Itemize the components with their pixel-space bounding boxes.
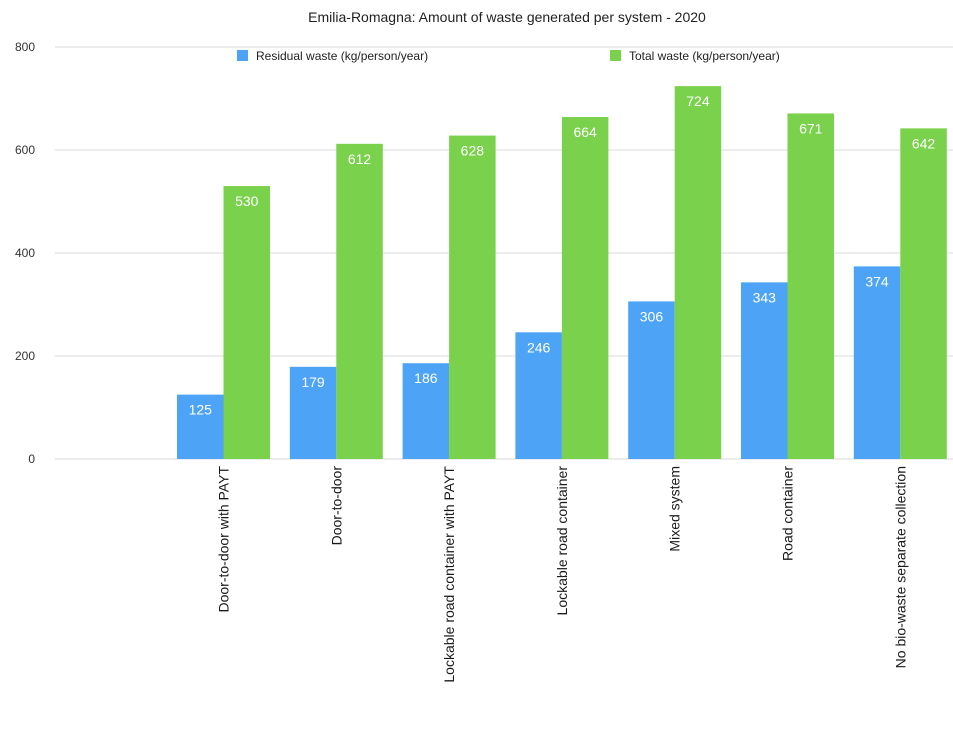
bar-value-label: 179 (301, 374, 325, 390)
bar-residual-waste (289, 366, 337, 459)
legend-swatch (610, 50, 621, 61)
bar-value-label: 671 (799, 120, 823, 136)
bars: 125 530 179 612 186 628 246 664 306 724 343 671 374 6… (177, 86, 947, 460)
bar-total-waste (787, 113, 834, 459)
bar-value-label: 530 (235, 193, 259, 209)
y-tick-label: 0 (28, 452, 35, 466)
bar-residual-waste (515, 332, 562, 459)
bar-value-label: 246 (527, 339, 551, 355)
bar-value-label: 125 (189, 402, 213, 418)
bar-residual-waste (741, 282, 788, 459)
bar-value-label: 664 (573, 124, 597, 140)
bar-total-waste (223, 186, 270, 460)
y-tick-label: 400 (15, 246, 35, 260)
bar-total-waste (674, 86, 722, 459)
bar-value-label: 343 (753, 289, 777, 305)
bar-total-waste (561, 117, 609, 459)
category-label: No bio-waste separate collection (892, 466, 908, 668)
legend-item: Total waste (kg/person/year) (610, 49, 780, 63)
category-label: Mixed system (667, 466, 683, 552)
y-axis-ticks: 0 200 400 600 800 (15, 40, 35, 466)
bar-residual-waste (402, 363, 450, 459)
category-label: Road container (780, 466, 796, 561)
bar-residual-waste (628, 301, 675, 459)
category-label: Door-to-door with PAYT (216, 466, 232, 613)
bar-value-label: 612 (348, 151, 372, 167)
bar-residual-waste (853, 266, 901, 459)
category-label: Lockable road container (554, 466, 570, 616)
bar-value-label: 374 (865, 273, 889, 289)
y-tick-label: 200 (15, 349, 35, 363)
legend-swatch (237, 50, 248, 61)
legend-label: Residual waste (kg/person/year) (256, 49, 428, 63)
bar-value-label: 628 (461, 143, 485, 159)
legend: Residual waste (kg/person/year) Total was… (237, 49, 780, 63)
category-label: Lockable road container with PAYT (441, 466, 457, 683)
bar-value-label: 306 (640, 308, 664, 324)
legend-item: Residual waste (kg/person/year) (237, 49, 428, 63)
legend-label: Total waste (kg/person/year) (629, 49, 780, 63)
bar-total-waste (336, 143, 383, 459)
bar-value-label: 642 (912, 135, 936, 151)
category-labels: Door-to-door with PAYT Door-to-door Lockab… (216, 466, 909, 683)
bar-value-label: 186 (414, 370, 438, 386)
y-tick-label: 600 (15, 143, 35, 157)
chart-title: Emilia-Romagna: Amount of waste generate… (308, 9, 706, 25)
bar-total-waste (900, 128, 947, 459)
y-tick-label: 800 (15, 40, 35, 54)
bar-value-label: 724 (686, 93, 710, 109)
bar-residual-waste (177, 394, 224, 459)
category-label: Door-to-door (328, 466, 344, 546)
bar-total-waste (449, 135, 496, 459)
